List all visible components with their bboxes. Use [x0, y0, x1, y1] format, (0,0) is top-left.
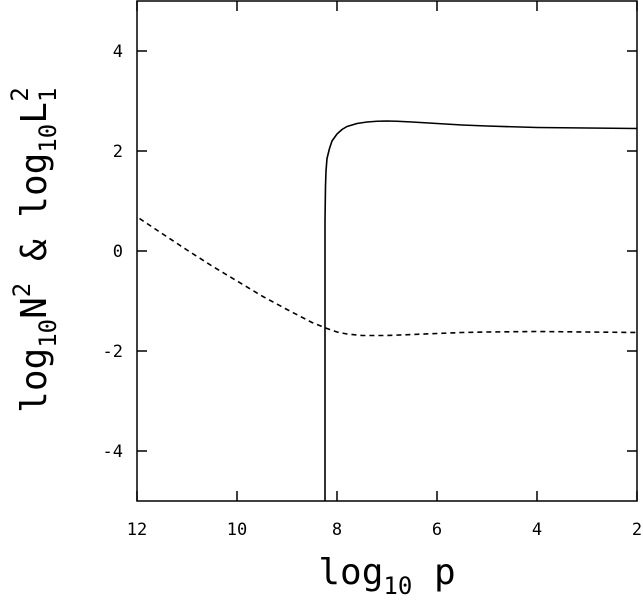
x-label-main: log: [318, 552, 383, 593]
x-tick-label: 12: [127, 520, 147, 540]
y-axis-label: log10N2 & log10L12: [6, 87, 62, 413]
y-tick-label: 4: [113, 42, 123, 62]
y-label-part2: N: [14, 297, 55, 319]
x-tick-label: 4: [532, 520, 542, 540]
x-axis-label: log10 p: [318, 552, 455, 600]
y-label-part1: log: [14, 348, 55, 413]
y-label-part4: L: [14, 102, 55, 124]
x-tick-label: 2: [632, 520, 642, 540]
y-label-sup4: 2: [6, 87, 34, 101]
x-label-sub: 10: [383, 572, 412, 600]
y-label-sub4: 1: [34, 88, 62, 102]
y-label-sub3: 10: [34, 124, 62, 153]
x-tick-label: 6: [432, 520, 442, 540]
x-tick-label: 8: [332, 520, 342, 540]
x-axis-ticks: 12 10 8 6 4 2: [127, 1, 642, 540]
y-label-sup2: 2: [8, 283, 36, 297]
x-tick-label: 10: [227, 520, 247, 540]
y-label-part3: & log: [14, 153, 55, 283]
series-line-solid: [324, 120, 638, 501]
y-tick-label: 2: [113, 142, 123, 162]
series-line-dashed: [139, 217, 638, 337]
series-layer: [139, 120, 638, 501]
y-tick-label: -2: [103, 342, 123, 362]
y-label-sub1: 10: [34, 319, 62, 348]
y-tick-label: 0: [113, 242, 123, 262]
y-axis-ticks: 4 2 0 -2 -4: [103, 42, 637, 462]
x-label-tail: p: [412, 552, 455, 593]
plot-frame: [136, 0, 638, 502]
y-tick-label: -4: [103, 442, 123, 462]
